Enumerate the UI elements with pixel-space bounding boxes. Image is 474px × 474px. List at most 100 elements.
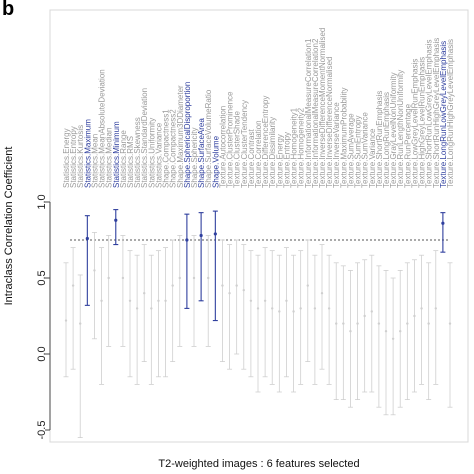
icc-point xyxy=(441,221,445,225)
feature-errorbar xyxy=(419,254,425,385)
feature-label: Texture.InverseDifferenceNormalised xyxy=(325,57,334,188)
feature-label: Texture.SumEntropy xyxy=(354,116,363,188)
feature-label: Texture.SumAverage xyxy=(346,113,355,188)
feature-errorbar xyxy=(347,269,353,408)
feature-label: Texture.SumVariance xyxy=(361,112,370,188)
icc-point xyxy=(420,307,423,310)
feature-label: Shape.SurfaceVolumeRatio xyxy=(204,89,213,188)
icc-point xyxy=(85,236,89,241)
feature-label: Texture.ShortRunLowGreyLevelEmphasis xyxy=(425,39,434,188)
feature-label: Statistics.Minimum xyxy=(112,121,121,188)
feature-errorbar xyxy=(440,212,446,253)
y-axis-ticks: 1.0 0.5 0.0 -0.5 xyxy=(36,194,50,439)
icc-point xyxy=(313,307,317,310)
feature-errorbar xyxy=(141,244,147,363)
feature-errorbar xyxy=(170,239,176,363)
feature-label: Texture.InverseDifferenceMomentNormalise… xyxy=(318,28,327,188)
feature-label: Shape.Volume xyxy=(211,135,220,188)
feature-label: Statistics.Variance xyxy=(154,122,163,188)
icc-point xyxy=(100,299,103,302)
icc-point xyxy=(327,307,331,310)
icc-point xyxy=(292,310,295,313)
feature-label: Texture.DifferenceEntropy xyxy=(261,96,270,188)
feature-label: Statistics.Kurtosis xyxy=(76,125,85,188)
icc-point xyxy=(349,330,352,333)
feature-errorbar xyxy=(291,254,297,393)
feature-errorbar xyxy=(198,212,204,302)
feature-label: Texture.ClusterProminence xyxy=(226,91,235,188)
feature-errorbar xyxy=(433,250,439,385)
feature-label: Statistics.Maximum xyxy=(83,119,92,188)
feature-errorbar xyxy=(113,209,119,246)
feature-errorbar xyxy=(426,262,432,401)
y-axis-label: Intraclass Correlation Coefficient xyxy=(3,147,15,306)
icc-point xyxy=(71,284,75,287)
feature-label: Texture.Contrast xyxy=(247,129,256,188)
icc-point xyxy=(278,310,281,313)
feature-errorbar xyxy=(255,254,261,393)
icc-point xyxy=(213,232,217,236)
icc-point xyxy=(370,310,373,313)
y-tick-label: -0.5 xyxy=(36,421,48,440)
feature-errorbar xyxy=(63,262,69,378)
feature-label: Statistics.Skewness xyxy=(133,117,142,188)
feature-label: Statistics.Entropy xyxy=(69,126,78,188)
feature-errorbar xyxy=(283,247,289,378)
feature-errorbar xyxy=(248,250,254,378)
feature-errorbar xyxy=(319,244,325,370)
feature-label: Statistics.Mean xyxy=(90,134,99,188)
error-bars xyxy=(63,209,453,439)
y-tick-label: 0.0 xyxy=(36,346,48,361)
plot-frame xyxy=(49,9,469,443)
feature-labels: Statistics.EnergyStatistics.EntropyStati… xyxy=(62,28,455,188)
icc-point xyxy=(114,218,118,222)
feature-errorbar xyxy=(134,254,140,385)
icc-point xyxy=(135,307,139,310)
icc-point xyxy=(178,276,181,280)
feature-label: Shape.Sphericity xyxy=(190,128,199,188)
icc-point xyxy=(391,337,395,340)
icc-point xyxy=(249,299,253,302)
feature-label: Texture.HighGreyLevelRunEmphasis xyxy=(418,57,427,188)
icc-point xyxy=(413,314,416,318)
icc-point xyxy=(399,330,402,333)
icc-point xyxy=(121,276,125,280)
icc-point xyxy=(320,292,324,295)
feature-errorbar xyxy=(227,244,233,370)
feature-errorbar xyxy=(91,231,97,340)
feature-errorbar xyxy=(163,247,169,378)
x-axis-label: T2-weighted images : 6 features selected xyxy=(158,458,359,470)
icc-point xyxy=(384,330,388,333)
feature-label: Texture.ShortRunHighGreyLevelEmphasis xyxy=(432,38,441,188)
feature-errorbar xyxy=(411,259,417,393)
feature-errorbar xyxy=(269,250,275,385)
feature-errorbar xyxy=(340,265,346,401)
icc-point xyxy=(64,319,68,322)
feature-errorbar xyxy=(234,239,240,355)
feature-label: Statistics.Range xyxy=(119,130,128,188)
icc-point xyxy=(79,322,82,325)
feature-label: Texture.Energy xyxy=(275,134,284,188)
feature-label: Texture.LongRunEmphasis xyxy=(382,92,391,188)
icc-point xyxy=(221,284,224,287)
feature-errorbar xyxy=(99,247,105,385)
feature-label: Texture.RunLengthNonUniformity xyxy=(396,70,405,188)
icc-point xyxy=(342,322,345,325)
feature-label: Texture.Dissimilarity xyxy=(268,117,277,188)
feature-label: Texture.InformationalMeasureCorrelation2 xyxy=(311,38,320,188)
icc-point xyxy=(406,322,409,325)
icc-point xyxy=(377,322,381,325)
feature-label: Texture.LowGreyLevelRunEmphasis xyxy=(410,59,419,188)
feature-errorbar xyxy=(184,213,190,309)
icc-point xyxy=(271,307,274,310)
feature-errorbar xyxy=(205,235,211,347)
feature-errorbar xyxy=(404,262,410,401)
icc-point xyxy=(192,276,196,280)
feature-errorbar xyxy=(355,262,361,401)
feature-label: Shape.Compactness2 xyxy=(169,109,178,188)
feature-label: Texture.RunPercentage xyxy=(403,103,412,188)
feature-label: Texture.InverseVariance xyxy=(332,102,341,188)
feature-label: Statistics.Median xyxy=(105,128,114,188)
feature-label: Texture.ShortRunEmphasis xyxy=(375,91,384,188)
